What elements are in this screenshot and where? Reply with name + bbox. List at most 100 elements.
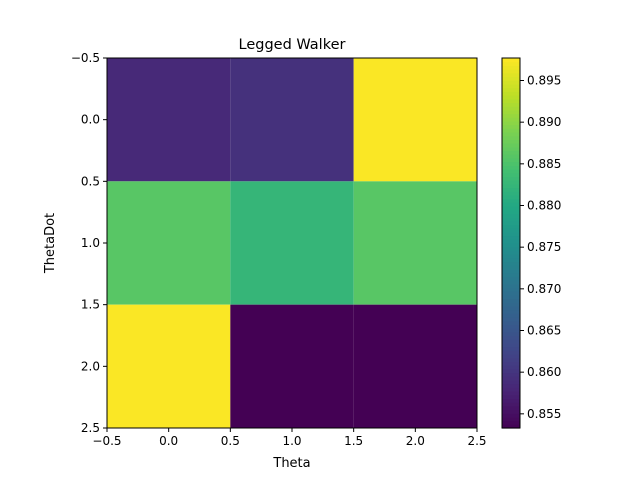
colorbar-segment [502,254,520,259]
colorbar-segment [502,257,520,263]
colorbar-tick-label: 0.895 [527,74,561,88]
colorbar-segment [502,106,520,111]
colorbar-segment [502,206,520,211]
colorbar-segment [502,109,520,115]
colorbar-segment [502,309,520,314]
colorbar-segment [502,261,520,266]
colorbar-segment [502,250,520,255]
colorbar-segment [502,113,520,118]
colorbar-segment [502,198,520,203]
colorbar-tick-label: 0.885 [527,157,561,171]
y-tick-label: 0.0 [81,113,100,127]
colorbar-segment [502,339,520,344]
heatmap-cell [107,304,231,428]
x-axis-label: Theta [272,456,310,471]
y-tick-label: 1.0 [81,236,100,250]
colorbar-segment [502,72,520,78]
heatmap-cell [353,58,477,182]
colorbar-segment [502,202,520,207]
colorbar-segment [502,391,520,396]
colorbar-segment [502,117,520,122]
x-tick-label: 0.5 [221,434,240,448]
heatmap-cell [353,181,477,305]
x-axis-ticks: −0.5 0.0 0.5 1.0 1.5 2.0 2.5 [92,428,487,448]
colorbar-segment [502,154,520,159]
heatmap-cell [230,58,354,182]
x-tick-label: 1.5 [344,434,363,448]
colorbar-segment [502,243,520,248]
x-tick-label: 2.0 [406,434,425,448]
y-tick-label: 0.5 [81,174,100,188]
colorbar-segment [502,424,520,429]
colorbar-segment [502,213,520,218]
colorbar-tick-label: 0.865 [527,324,561,338]
colorbar-segment [502,58,520,63]
colorbar-segment [502,246,520,251]
colorbar-segment [502,350,520,355]
colorbar-segment [502,287,520,292]
colorbar-segment [502,235,520,240]
colorbar-segment [502,187,520,192]
colorbar-tick-label: 0.855 [527,407,561,421]
colorbar-segment [502,176,520,181]
colorbar-segment [502,102,520,107]
colorbar-segment [502,317,520,322]
y-tick-label: 1.5 [81,298,100,312]
colorbar-segment [502,268,520,274]
heatmap-cell [107,58,231,182]
colorbar-segment [502,231,520,237]
heatmap-cell [107,181,231,305]
heatmap-cell [353,304,477,428]
colorbar-segment [502,394,520,399]
colorbar-segment [502,342,520,348]
colorbar-segment [502,383,520,388]
colorbar-segment [502,209,520,214]
colorbar-segment [502,124,520,129]
x-tick-label: 1.0 [282,434,301,448]
y-tick-label: 2.5 [81,421,100,435]
colorbar-segment [502,413,520,418]
colorbar-segment [502,143,520,148]
colorbar-segment [502,157,520,163]
colorbar-segment [502,302,520,307]
colorbar-segment [502,61,520,66]
colorbar: 0.855 0.860 0.865 0.870 0.875 0.880 0.885 0.890… [501,57,561,429]
colorbar-segment [502,172,520,177]
colorbar-segment [502,416,520,422]
colorbar-segment [502,239,520,244]
x-tick-label: 0.0 [159,434,178,448]
colorbar-segment [502,361,520,366]
colorbar-segment [502,376,520,381]
colorbar-segment [502,409,520,414]
x-tick-label: 2.5 [467,434,486,448]
colorbar-segment [502,76,520,81]
chart-title: Legged Walker [239,37,346,53]
heatmap-cell [230,304,354,428]
heatmap-cell [230,181,354,305]
colorbar-segment [502,328,520,333]
colorbar-segment [502,135,520,140]
colorbar-segment [502,95,520,100]
colorbar-tick-label: 0.890 [527,115,561,129]
colorbar-segment [502,161,520,166]
colorbar-tick-label: 0.870 [527,282,561,296]
colorbar-segment [502,150,520,155]
colorbar-segment [502,305,520,311]
colorbar-segment [502,379,520,385]
colorbar-segment [502,139,520,144]
colorbar-segment [502,91,520,96]
y-axis-ticks: −0.5 0.0 0.5 1.0 1.5 2.0 2.5 [71,51,107,435]
colorbar-segment [502,298,520,303]
colorbar-segment [502,98,520,103]
colorbar-segment [502,313,520,318]
colorbar-segment [502,346,520,351]
colorbar-segment [502,191,520,196]
colorbar-segment [502,398,520,403]
colorbar-segment [502,265,520,270]
colorbar-segment [502,180,520,185]
colorbar-segment [502,224,520,229]
colorbar-segment [502,80,520,85]
x-tick-label: −0.5 [92,434,121,448]
colorbar-segment [502,365,520,370]
